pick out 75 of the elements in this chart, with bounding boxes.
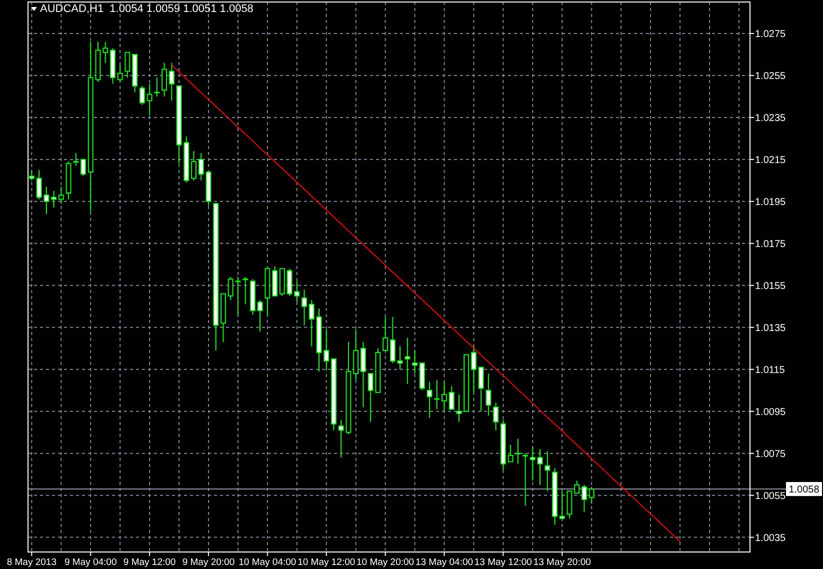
y-tick-label: 1.0235 bbox=[755, 112, 786, 124]
candlestick bbox=[582, 484, 587, 513]
x-tick-label: 13 May 04:00 bbox=[415, 557, 474, 568]
candlestick bbox=[478, 366, 484, 412]
y-tick-label: 1.0175 bbox=[755, 238, 786, 250]
y-tick-label: 1.0195 bbox=[755, 196, 786, 208]
x-tick-label: 8 May 2013 bbox=[6, 557, 57, 568]
y-tick-label: 1.0215 bbox=[755, 154, 786, 166]
y-tick-label: 1.0275 bbox=[755, 28, 786, 40]
candlestick bbox=[493, 402, 499, 431]
candlestick bbox=[508, 444, 514, 462]
candlestick bbox=[124, 52, 130, 78]
candlestick bbox=[51, 190, 56, 208]
candlestick bbox=[426, 381, 432, 418]
candlestick bbox=[257, 300, 263, 332]
ref-line-label: 1.0058 bbox=[788, 484, 820, 496]
candlestick bbox=[228, 276, 234, 301]
candlestick bbox=[537, 448, 543, 486]
y-tick-label: 1.0255 bbox=[755, 70, 786, 82]
candlestick bbox=[448, 386, 454, 410]
x-tick-label: 9 May 20:00 bbox=[182, 557, 235, 568]
x-tick-label: 10 May 12:00 bbox=[298, 557, 356, 568]
candlestick bbox=[566, 490, 572, 519]
candlestick bbox=[515, 438, 521, 464]
x-tick-label: 10 May 20:00 bbox=[356, 557, 414, 568]
candlestick bbox=[242, 276, 248, 305]
candlestick bbox=[397, 346, 403, 370]
candlestick bbox=[353, 328, 359, 380]
y-tick-label: 1.0095 bbox=[755, 406, 786, 418]
candlestick bbox=[139, 85, 145, 106]
candlestick bbox=[574, 480, 580, 494]
line-series bbox=[171, 64, 681, 542]
candlestick bbox=[80, 158, 86, 177]
y-tick-label: 1.0055 bbox=[755, 490, 786, 502]
candlestick bbox=[146, 83, 152, 116]
candlestick bbox=[382, 316, 388, 351]
candlestick bbox=[390, 316, 396, 364]
candlestick bbox=[302, 289, 307, 326]
candlestick bbox=[102, 41, 108, 64]
candlestick bbox=[235, 276, 241, 316]
x-tick-label: 10 May 04:00 bbox=[238, 557, 296, 568]
candlestick bbox=[324, 328, 330, 370]
candlestick bbox=[434, 379, 440, 410]
candlestick bbox=[168, 62, 174, 102]
chart-title: AUDCAD,H1 1.0054 1.0059 1.0051 1.0058 bbox=[40, 3, 254, 15]
x-tick-label: 9 May 04:00 bbox=[64, 557, 117, 568]
y-tick-label: 1.0075 bbox=[755, 448, 786, 460]
candlestick bbox=[471, 346, 476, 393]
candlestick bbox=[360, 342, 366, 408]
candlestick bbox=[522, 452, 528, 506]
y-tick-label: 1.0135 bbox=[755, 322, 786, 334]
y-tick-label: 1.0115 bbox=[755, 364, 786, 376]
candlestick bbox=[559, 490, 565, 519]
candlestick bbox=[412, 350, 418, 374]
candlestick bbox=[544, 450, 550, 492]
x-tick-label: 9 May 12:00 bbox=[123, 557, 176, 568]
candlestick bbox=[198, 152, 204, 181]
candlestick bbox=[162, 62, 168, 97]
candlestick bbox=[308, 300, 314, 347]
candlestick bbox=[338, 419, 344, 458]
x-tick-label: 13 May 12:00 bbox=[474, 557, 532, 568]
candlestick bbox=[442, 381, 447, 412]
candlestick bbox=[530, 446, 536, 482]
candlestick bbox=[58, 186, 64, 204]
candlestick bbox=[588, 486, 594, 504]
candlestick bbox=[154, 77, 160, 97]
x-tick-label: 13 May 20:00 bbox=[533, 557, 591, 568]
candlestick bbox=[404, 337, 410, 385]
candlestick bbox=[191, 150, 196, 181]
y-tick-label: 1.0035 bbox=[755, 532, 786, 544]
candlestick bbox=[73, 152, 79, 166]
candlestick bbox=[486, 373, 492, 416]
candlestick bbox=[117, 64, 123, 82]
candlestick bbox=[456, 394, 462, 422]
y-tick-label: 1.0155 bbox=[755, 280, 786, 292]
